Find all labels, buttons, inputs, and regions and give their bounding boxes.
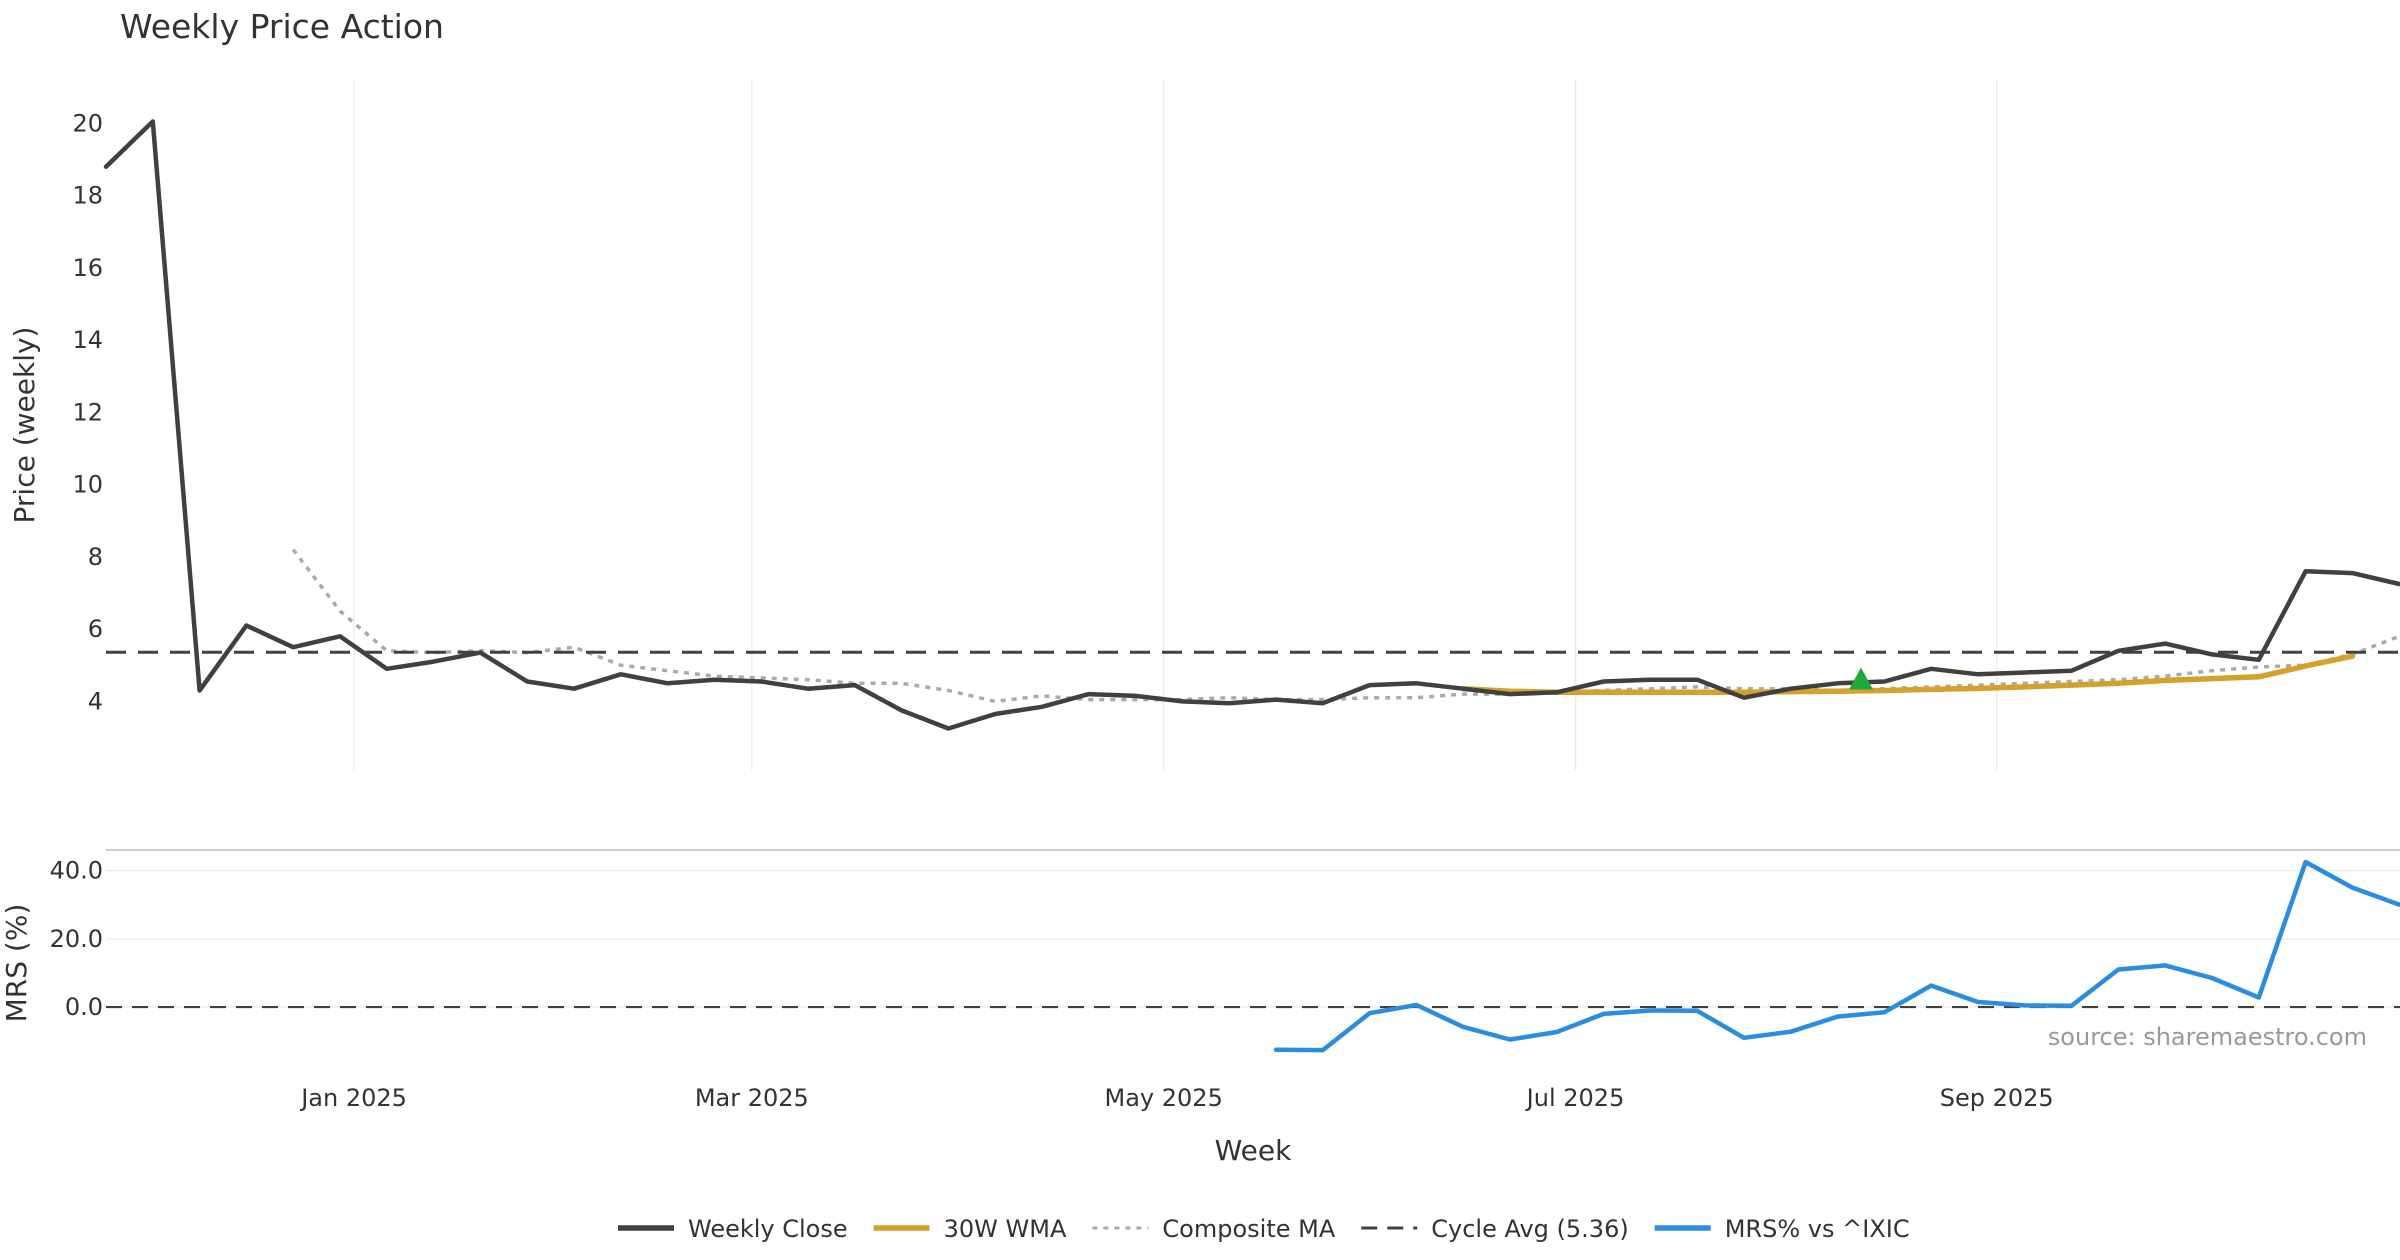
mrs-y-axis: 40.0 20.0 0.0 bbox=[50, 856, 103, 1021]
price-y-tick-label: 12 bbox=[72, 398, 103, 426]
legend-item: Composite MA bbox=[1092, 1215, 1336, 1243]
price-y-tick-label: 10 bbox=[72, 471, 103, 499]
mrs-y-tick-label: 0.0 bbox=[65, 993, 103, 1021]
legend-label: Weekly Close bbox=[688, 1215, 848, 1243]
price-y-tick-label: 20 bbox=[72, 109, 103, 137]
mrs-y-tick-label: 40.0 bbox=[50, 856, 103, 884]
buy-signal-marker bbox=[1849, 667, 1873, 690]
legend-label: Cycle Avg (5.36) bbox=[1431, 1215, 1628, 1243]
price-y-tick-label: 4 bbox=[88, 687, 103, 715]
legend-item: Cycle Avg (5.36) bbox=[1361, 1215, 1629, 1243]
legend-item: Weekly Close bbox=[618, 1215, 848, 1243]
legend: Weekly Close 30W WMA Composite MA Cycle Avg… bbox=[618, 1215, 1910, 1243]
source-note: source: sharemaestro.com bbox=[2048, 1023, 2367, 1051]
price-y-axis: 4 6 8 10 12 14 16 18 20 bbox=[72, 109, 103, 715]
mrs-line bbox=[1273, 859, 2400, 1053]
mrs-panel-grid bbox=[106, 869, 2400, 1009]
x-tick-label: Jul 2025 bbox=[1525, 1084, 1625, 1112]
x-tick-label: Jan 2025 bbox=[299, 1084, 407, 1112]
x-tick-label: May 2025 bbox=[1105, 1084, 1223, 1112]
legend-label: Composite MA bbox=[1162, 1215, 1335, 1243]
price-y-tick-label: 8 bbox=[88, 543, 103, 571]
composite-ma-line bbox=[291, 548, 2400, 704]
price-y-tick-label: 14 bbox=[72, 326, 103, 354]
price-y-tick-label: 6 bbox=[88, 615, 103, 643]
legend-item: MRS% vs ^IXIC bbox=[1654, 1215, 1910, 1243]
x-tick-label: Mar 2025 bbox=[695, 1084, 809, 1112]
price-panel-grid bbox=[353, 80, 1998, 770]
x-tick-label: Sep 2025 bbox=[1940, 1084, 2054, 1112]
mrs-y-tick-label: 20.0 bbox=[50, 925, 103, 953]
30w-wma-line bbox=[1460, 653, 2356, 696]
mrs-y-axis-label: MRS (%) bbox=[0, 904, 33, 1023]
chart-title: Weekly Price Action bbox=[120, 7, 444, 46]
x-axis: Jan 2025 Mar 2025 May 2025 Jul 2025 Sep 2025 bbox=[299, 1084, 2054, 1112]
price-y-axis-label: Price (weekly) bbox=[8, 327, 41, 524]
weekly-close-line bbox=[103, 119, 2400, 731]
price-series-group bbox=[103, 119, 2400, 731]
price-y-tick-label: 16 bbox=[72, 254, 103, 282]
legend-label: MRS% vs ^IXIC bbox=[1725, 1215, 1910, 1243]
legend-label: 30W WMA bbox=[944, 1215, 1067, 1243]
legend-item: 30W WMA bbox=[873, 1215, 1067, 1243]
mrs-series-group bbox=[1273, 859, 2400, 1053]
price-y-tick-label: 18 bbox=[72, 182, 103, 210]
x-axis-label: Week bbox=[1215, 1134, 1292, 1167]
